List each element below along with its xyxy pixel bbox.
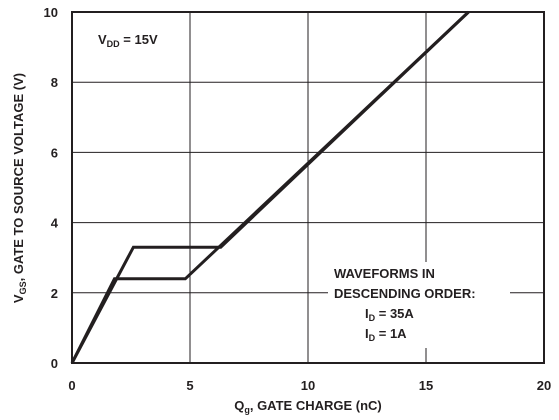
waveforms-line-2: DESCENDING ORDER: bbox=[334, 286, 476, 301]
y-tick-label-0: 0 bbox=[51, 356, 58, 371]
series-group bbox=[70, 10, 470, 364]
waveforms-box-bg bbox=[328, 262, 510, 348]
x-tick-label-1: 5 bbox=[186, 378, 193, 393]
x-tick-label-4: 20 bbox=[537, 378, 551, 393]
grid bbox=[72, 12, 544, 363]
y-tick-label-2: 4 bbox=[51, 216, 59, 231]
x-tick-label-3: 15 bbox=[419, 378, 433, 393]
y-tick-label-3: 6 bbox=[51, 145, 58, 160]
vdd-annotation: VDD = 15V bbox=[98, 32, 158, 49]
y-tick-labels: 0 2 4 6 8 10 bbox=[44, 5, 59, 371]
y-axis-label: VGS, GATE TO SOURCE VOLTAGE (V) bbox=[11, 73, 28, 303]
x-tick-label-2: 10 bbox=[301, 378, 315, 393]
y-tick-label-4: 8 bbox=[51, 75, 58, 90]
id-35a-label: ID = 35A bbox=[365, 306, 414, 323]
y-tick-label-1: 2 bbox=[51, 286, 58, 301]
series-line-2 bbox=[70, 10, 470, 364]
x-tick-labels: 0 5 10 15 20 bbox=[68, 378, 551, 393]
waveforms-box: WAVEFORMS IN DESCENDING ORDER: ID = 35A … bbox=[328, 262, 510, 348]
id-1a-label: ID = 1A bbox=[365, 326, 407, 343]
x-axis-label: Qg, GATE CHARGE (nC) bbox=[234, 398, 382, 415]
y-tick-label-5: 10 bbox=[44, 5, 58, 20]
waveforms-line-1: WAVEFORMS IN bbox=[334, 266, 435, 281]
x-tick-label-0: 0 bbox=[68, 378, 75, 393]
